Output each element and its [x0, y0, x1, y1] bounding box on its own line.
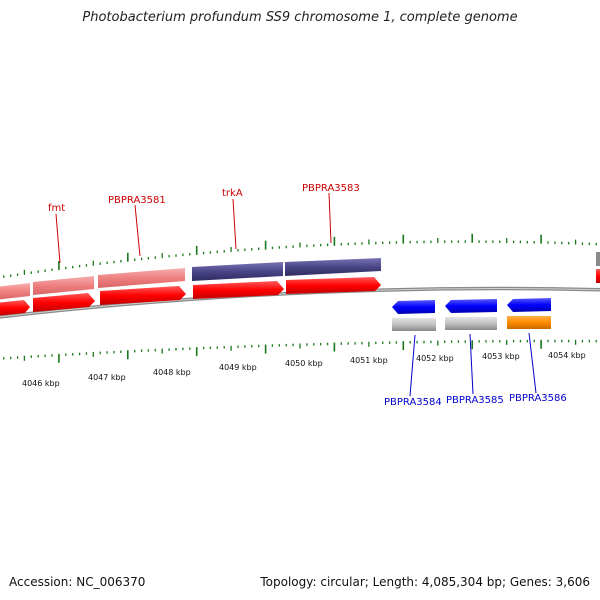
gene-label-pbpra3581: PBPRA3581: [108, 195, 166, 206]
accession-text: Accession: NC_006370: [9, 575, 146, 589]
tick-label: 4046 kbp: [22, 379, 60, 388]
upper-tick-row: [3, 233, 597, 278]
edge-feature-gray: [596, 252, 600, 266]
gene-arrow-pbpra3585: [445, 299, 497, 313]
tick-label: 4047 kbp: [88, 373, 126, 382]
feature-block-pbpra3584: [392, 318, 436, 331]
gene-label-pbpra3585: PBPRA3585: [446, 395, 504, 406]
edge-gene-red: [596, 269, 600, 283]
feature-block-pbpra3586: [507, 316, 551, 329]
tick-label: 4051 kbp: [350, 356, 388, 365]
label-leader-pbpra3583: [328, 192, 332, 244]
gene-arrow-pbpra3583: [286, 277, 381, 294]
gene-arrow-trka: [193, 281, 284, 299]
feature-block-trka: [192, 262, 283, 281]
genome-summary-text: Topology: circular; Length: 4,085,304 bp…: [260, 575, 590, 589]
tick-label: 4049 kbp: [219, 363, 257, 372]
lower-tick-row: [3, 339, 597, 363]
feature-block: [0, 283, 30, 300]
gene-arrow-pbpra3586: [507, 298, 551, 312]
feature-block-pbpra3585: [445, 317, 497, 330]
gene-label-fmt: fmt: [48, 203, 65, 214]
feature-block: [33, 276, 94, 295]
tick-label: 4050 kbp: [285, 359, 323, 368]
gene-label-pbpra3584: PBPRA3584: [384, 397, 442, 408]
label-leader-trka: [232, 198, 237, 250]
gene-label-pbpra3586: PBPRA3586: [509, 393, 567, 404]
label-leader-pbpra3584: [409, 334, 416, 397]
label-leader-fmt: [55, 213, 61, 264]
tick-label: 4048 kbp: [153, 368, 191, 377]
gene-label-pbpra3583: PBPRA3583: [302, 183, 360, 194]
map-title: Photobacterium profundum SS9 chromosome …: [82, 10, 518, 25]
gene-arrow-pbpra3584: [392, 300, 435, 314]
tick-label: 4054 kbp: [548, 351, 586, 360]
tick-label: 4052 kbp: [416, 354, 454, 363]
gene-arrow-forward: [0, 300, 30, 316]
label-leader-pbpra3581: [134, 204, 141, 257]
label-leader-pbpra3586: [528, 332, 537, 394]
feature-block: [98, 268, 185, 288]
gene-label-trka: trkA: [222, 188, 243, 199]
label-leader-pbpra3585: [469, 333, 474, 395]
gene-arrow-fmt: [33, 293, 95, 312]
feature-block-pbpra3583: [285, 258, 381, 276]
gene-arrow-pbpra3581: [100, 286, 186, 305]
tick-label: 4053 kbp: [482, 352, 520, 361]
